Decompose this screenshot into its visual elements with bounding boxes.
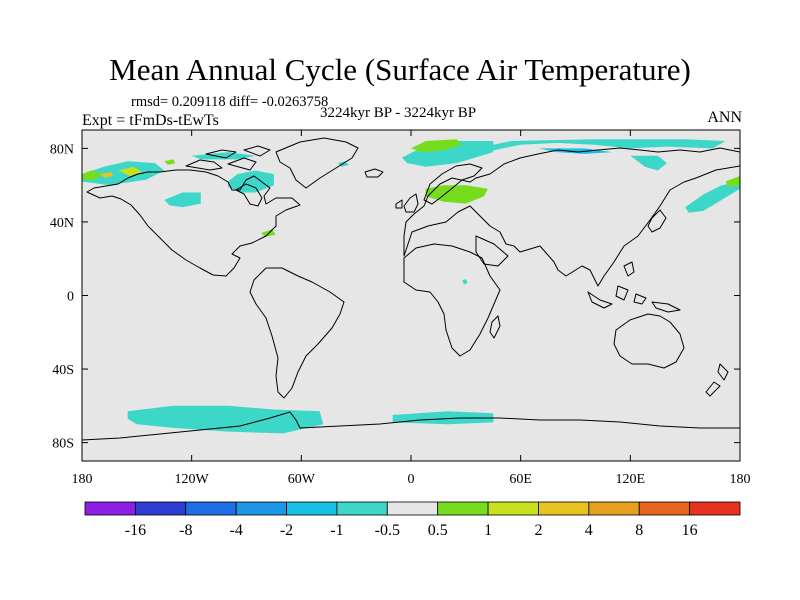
colorbar-label: -8 — [179, 522, 192, 539]
anomaly-greenland-sea-green — [411, 139, 463, 153]
colorbar-swatch — [134, 501, 187, 516]
colorbar: -16 -8 -4 -2 -1 -0.5 0.5 1 2 4 8 16 — [84, 501, 741, 539]
x-tick-label: 0 — [408, 472, 415, 487]
coastline-madagascar — [489, 315, 501, 339]
coastline-iceland — [364, 168, 384, 178]
x-tick-label: 60E — [509, 472, 532, 487]
x-tick-label: 120E — [616, 472, 646, 487]
colorbar-swatch — [437, 501, 489, 516]
colorbar-label: -1 — [330, 522, 343, 539]
y-tick-label: 0 — [67, 290, 74, 305]
coastline-north-america — [86, 169, 301, 277]
anomaly-southern-ocean-atlantic-cyan — [392, 411, 494, 425]
colorbar-swatch — [588, 501, 640, 516]
season-label: ANN — [707, 109, 742, 126]
x-tick-label: 120W — [175, 472, 210, 487]
x-tick-label: 180 — [730, 472, 751, 487]
anomaly-pacific-dot-green — [164, 159, 176, 165]
y-tick-label: 40S — [52, 363, 74, 378]
coastline-antarctica — [82, 411, 740, 441]
anomaly-alaska-yellow — [118, 166, 143, 176]
anomaly-europe-green — [425, 185, 488, 204]
colorbar-label: 0.5 — [428, 522, 448, 539]
colorbar-label: -0.5 — [375, 522, 400, 539]
coastline-australia — [613, 313, 685, 369]
colorbar-swatch — [185, 501, 237, 516]
anomaly-alaska-cyan — [82, 161, 165, 186]
coastline-new-zealand — [705, 363, 729, 397]
anomaly-north-pacific-green — [725, 176, 740, 187]
colorbar-swatch — [286, 501, 338, 516]
coastline-arctic-islands — [185, 145, 271, 171]
anomaly-africa-dot-cyan — [462, 279, 468, 285]
coastline-british-isles — [395, 193, 419, 213]
anomaly-hudson-cyan — [228, 170, 274, 193]
coastline-greenland — [275, 137, 359, 189]
statistics-line: rmsd= 0.209118 diff= -0.0263758 — [131, 94, 329, 110]
coastline-arabia — [475, 235, 509, 267]
plot-title: Mean Annual Cycle (Surface Air Temperatu… — [109, 52, 691, 87]
colorbar-swatch — [689, 501, 741, 516]
coastline-africa — [403, 243, 501, 357]
anomaly-canada-cyan — [164, 192, 201, 208]
colorbar-label: -16 — [125, 522, 146, 539]
y-tick-label: 80N — [50, 142, 74, 157]
anomaly-shading — [82, 139, 740, 434]
coastline-eurasia — [403, 147, 740, 287]
colorbar-label: -4 — [230, 522, 243, 539]
colorbar-swatch — [487, 501, 539, 516]
colorbar-label: 2 — [535, 522, 543, 539]
coastline-japan — [647, 209, 667, 233]
coastline-hudson-bay — [235, 183, 263, 207]
colorbar-swatch — [538, 501, 590, 516]
map-ticks — [81, 130, 741, 461]
anomaly-siberia-cyan — [484, 139, 726, 153]
colorbar-label: 8 — [635, 522, 643, 539]
colorbar-swatch — [336, 501, 388, 516]
y-tick-label: 80S — [52, 437, 74, 452]
colorbar-swatch — [235, 501, 287, 516]
experiment-label: Expt = tFmDs-tEwTs — [82, 112, 219, 129]
coastline-south-america — [249, 267, 345, 399]
coastline-scandinavia — [423, 163, 483, 205]
colorbar-swatch — [84, 501, 136, 516]
anomaly-alaska-orange — [100, 172, 114, 178]
colorbar-label: 16 — [682, 522, 698, 539]
x-tick-label: 60W — [288, 472, 316, 487]
colorbar-label: -2 — [280, 522, 293, 539]
axis-labels: 180 120W 60W 0 60E 120E 180 80N 40N 0 40S 80S — [50, 142, 751, 487]
anomaly-alaska-green — [82, 170, 104, 180]
anomaly-arctic-canada-cyan — [191, 152, 256, 160]
coastline-indonesia — [587, 261, 681, 313]
x-tick-label: 180 — [72, 472, 93, 487]
colorbar-label: 1 — [484, 522, 492, 539]
coastlines — [82, 137, 740, 441]
colorbar-label: 4 — [585, 522, 593, 539]
anomaly-north-pacific-cyan — [685, 181, 740, 213]
anomaly-southern-ocean-pacific-cyan — [127, 405, 324, 434]
period-subtitle: 3224kyr BP - 3224kyr BP — [320, 105, 477, 121]
y-tick-label: 40N — [50, 216, 74, 231]
colorbar-swatch — [386, 501, 439, 516]
anomaly-siberia-lobe — [630, 155, 667, 171]
colorbar-swatch — [638, 501, 691, 516]
